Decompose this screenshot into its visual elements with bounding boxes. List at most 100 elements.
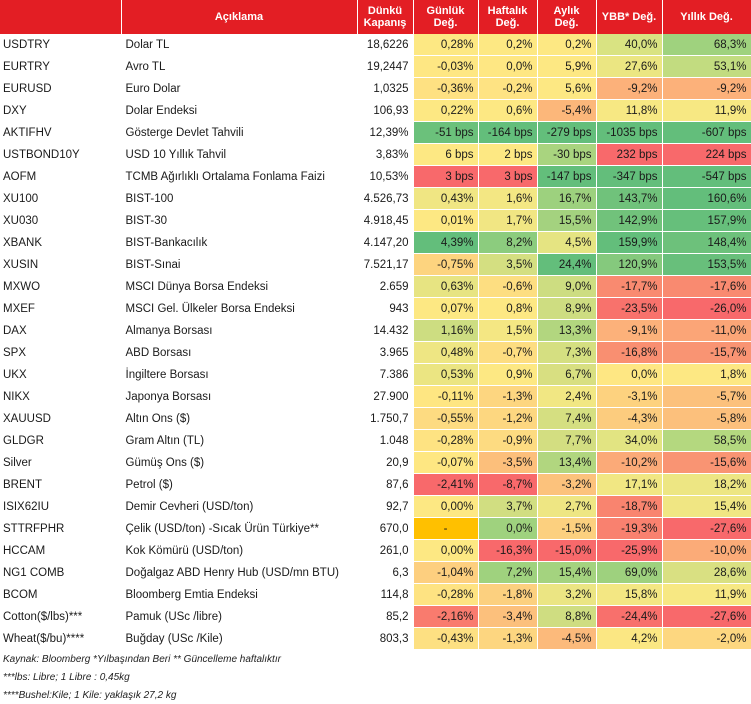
header-weekly: Haftalık Değ.: [478, 0, 538, 34]
row-code: BRENT: [0, 473, 122, 496]
row-description: Buğday (USc /Kile): [121, 627, 358, 650]
row-yearly-change: 68,3%: [662, 34, 751, 56]
row-daily-change: -0,28%: [413, 429, 479, 452]
row-yearly-change: 148,4%: [662, 231, 751, 254]
row-description: ABD Borsası: [121, 341, 358, 364]
row-ytd-change: -10,2%: [596, 451, 663, 474]
row-daily-change: -0,36%: [413, 77, 479, 100]
row-close-value: 10,53%: [357, 165, 414, 188]
row-description: Almanya Borsası: [121, 319, 358, 342]
row-close-value: 670,0: [357, 517, 414, 540]
row-yearly-change: 1,8%: [662, 363, 751, 386]
row-daily-change: 0,53%: [413, 363, 479, 386]
row-ytd-change: 4,2%: [596, 627, 663, 650]
row-monthly-change: 9,0%: [537, 275, 597, 298]
row-weekly-change: 3 bps: [478, 165, 538, 188]
row-ytd-change: -9,2%: [596, 77, 663, 100]
row-daily-change: 0,07%: [413, 297, 479, 320]
row-description: BIST-30: [121, 209, 358, 232]
row-ytd-change: -1035 bps: [596, 121, 663, 144]
row-yearly-change: 224 bps: [662, 143, 751, 166]
row-close-value: 6,3: [357, 561, 414, 584]
row-ytd-change: 0,0%: [596, 363, 663, 386]
row-weekly-change: -16,3%: [478, 539, 538, 562]
row-close-value: 114,8: [357, 583, 414, 606]
row-monthly-change: -3,2%: [537, 473, 597, 496]
table-row: XU100 BIST-100 4.526,73 0,43% 1,6% 16,7% 143,7…: [0, 187, 751, 210]
row-code: XAUUSD: [0, 407, 122, 430]
row-code: XU030: [0, 209, 122, 232]
row-close-value: 1.750,7: [357, 407, 414, 430]
row-ytd-change: -17,7%: [596, 275, 663, 298]
row-weekly-change: -3,5%: [478, 451, 538, 474]
row-yearly-change: -10,0%: [662, 539, 751, 562]
row-weekly-change: 1,5%: [478, 319, 538, 342]
row-close-value: 106,93: [357, 99, 414, 122]
table-row: DAX Almanya Borsası 14.432 1,16% 1,5% 13,3% -9…: [0, 319, 751, 342]
row-monthly-change: 5,6%: [537, 77, 597, 100]
footnote-line: ****Bushel:Kile; 1 Kile: yaklaşık 27,2 k…: [3, 690, 177, 701]
row-code: HCCAM: [0, 539, 122, 562]
row-daily-change: -51 bps: [413, 121, 479, 144]
row-ytd-change: -4,3%: [596, 407, 663, 430]
row-monthly-change: 4,5%: [537, 231, 597, 254]
row-description: Bloomberg Emtia Endeksi: [121, 583, 358, 606]
row-yearly-change: 53,1%: [662, 55, 751, 78]
row-ytd-change: -347 bps: [596, 165, 663, 188]
row-close-value: 12,39%: [357, 121, 414, 144]
row-weekly-change: -0,2%: [478, 77, 538, 100]
row-code: EURTRY: [0, 55, 122, 78]
row-ytd-change: 142,9%: [596, 209, 663, 232]
row-monthly-change: 8,8%: [537, 605, 597, 628]
table-row: ISIX62IU Demir Cevheri (USD/ton) 92,7 0,00%…: [0, 495, 751, 518]
table-row: NIKX Japonya Borsası 27.900 -0,11% -1,3% 2,4%…: [0, 385, 751, 408]
row-code: XBANK: [0, 231, 122, 254]
row-daily-change: 0,22%: [413, 99, 479, 122]
row-monthly-change: 0,2%: [537, 34, 597, 56]
row-monthly-change: -1,5%: [537, 517, 597, 540]
row-code: MXEF: [0, 297, 122, 320]
row-daily-change: -2,16%: [413, 605, 479, 628]
row-ytd-change: -24,4%: [596, 605, 663, 628]
row-close-value: 3,83%: [357, 143, 414, 166]
table-row: AKTIFHV Gösterge Devlet Tahvili 12,39% -51 …: [0, 121, 751, 144]
row-monthly-change: -147 bps: [537, 165, 597, 188]
row-daily-change: -: [413, 517, 479, 540]
table-row: BRENT Petrol ($) 87,6 -2,41% -8,7% -3,2% 17,1%…: [0, 473, 751, 496]
row-monthly-change: 13,3%: [537, 319, 597, 342]
row-monthly-change: -30 bps: [537, 143, 597, 166]
table-row: XU030 BIST-30 4.918,45 0,01% 1,7% 15,5% 142,9%…: [0, 209, 751, 232]
row-daily-change: 0,43%: [413, 187, 479, 210]
row-close-value: 1.048: [357, 429, 414, 452]
row-weekly-change: 2 bps: [478, 143, 538, 166]
header-yearly: Yıllık Değ.: [662, 0, 751, 34]
row-yearly-change: -17,6%: [662, 275, 751, 298]
row-monthly-change: 5,9%: [537, 55, 597, 78]
row-weekly-change: 3,7%: [478, 495, 538, 518]
row-close-value: 2.659: [357, 275, 414, 298]
row-weekly-change: -0,6%: [478, 275, 538, 298]
row-description: TCMB Ağırlıklı Ortalama Fonlama Faizi: [121, 165, 358, 188]
row-yearly-change: -2,0%: [662, 627, 751, 650]
row-weekly-change: 7,2%: [478, 561, 538, 584]
row-monthly-change: 6,7%: [537, 363, 597, 386]
row-description: Altın Ons ($): [121, 407, 358, 430]
row-daily-change: 0,63%: [413, 275, 479, 298]
row-weekly-change: 1,7%: [478, 209, 538, 232]
row-code: Silver: [0, 451, 122, 474]
row-yearly-change: -15,7%: [662, 341, 751, 364]
row-ytd-change: -3,1%: [596, 385, 663, 408]
row-monthly-change: 15,5%: [537, 209, 597, 232]
row-daily-change: 3 bps: [413, 165, 479, 188]
row-yearly-change: 160,6%: [662, 187, 751, 210]
row-yearly-change: -27,6%: [662, 517, 751, 540]
row-description: Doğalgaz ABD Henry Hub (USD/mn BTU): [121, 561, 358, 584]
row-monthly-change: 13,4%: [537, 451, 597, 474]
row-weekly-change: 0,9%: [478, 363, 538, 386]
row-weekly-change: 0,0%: [478, 55, 538, 78]
row-description: Demir Cevheri (USD/ton): [121, 495, 358, 518]
row-description: Çelik (USD/ton) -Sıcak Ürün Türkiye**: [121, 517, 358, 540]
row-yearly-change: -5,7%: [662, 385, 751, 408]
row-weekly-change: 0,6%: [478, 99, 538, 122]
row-daily-change: 0,01%: [413, 209, 479, 232]
